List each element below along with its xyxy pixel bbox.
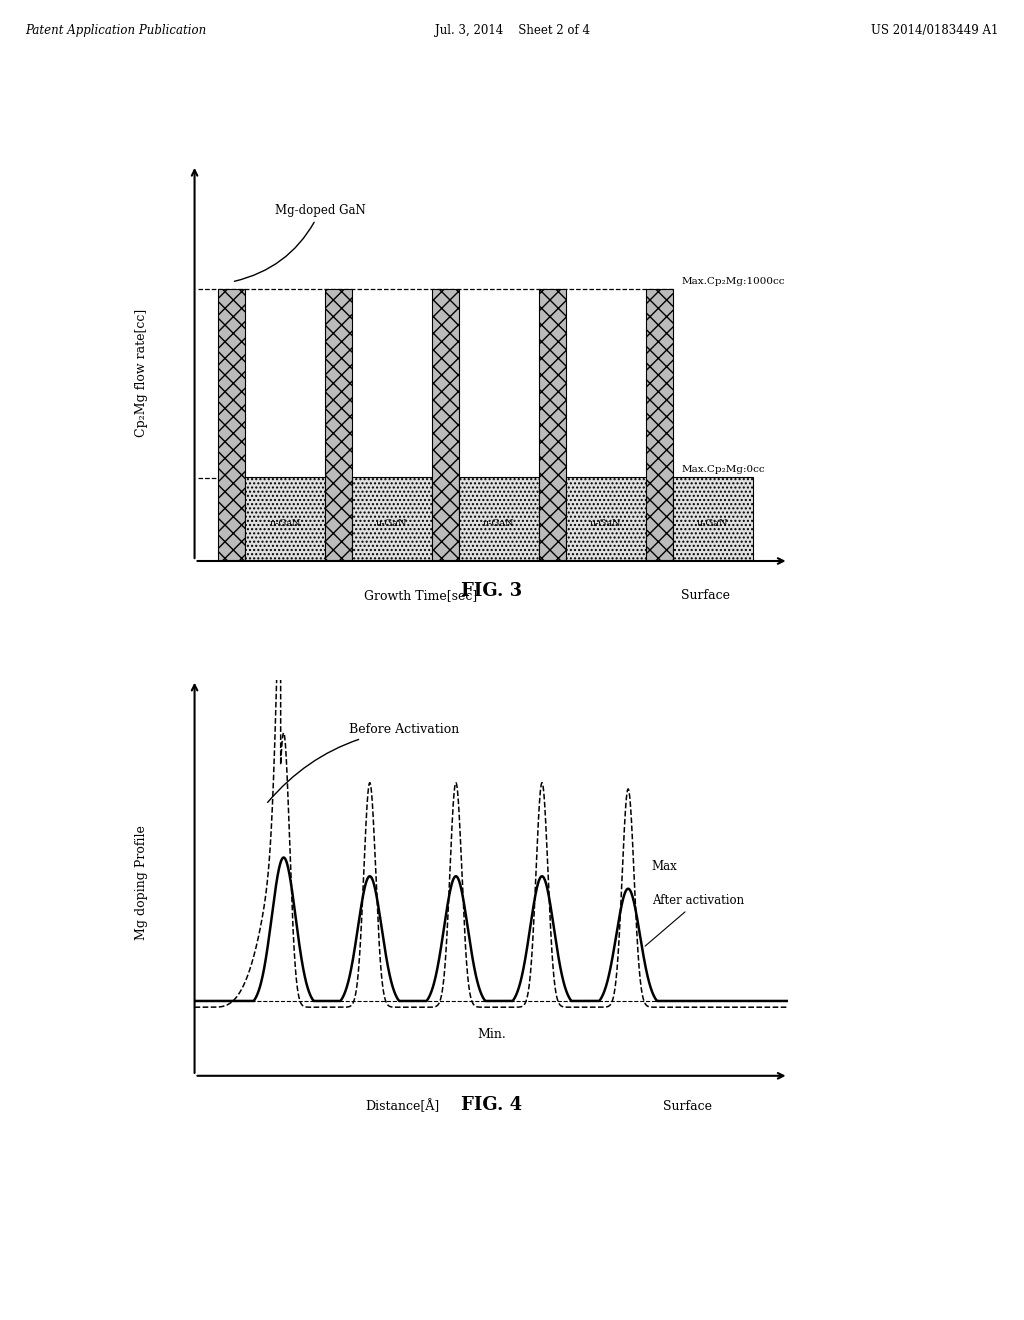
Bar (218, 289, 245, 560)
Text: u-GaN: u-GaN (590, 519, 622, 528)
Text: FIG. 3: FIG. 3 (461, 582, 522, 599)
Text: Distance[Å]: Distance[Å] (366, 1100, 439, 1113)
Bar (646, 289, 673, 560)
Text: u-GaN: u-GaN (697, 519, 728, 528)
Bar (326, 289, 352, 560)
Text: Min.: Min. (477, 1028, 506, 1041)
Text: After activation: After activation (645, 895, 744, 946)
Bar (432, 289, 459, 560)
Text: US 2014/0183449 A1: US 2014/0183449 A1 (871, 24, 998, 37)
Bar (459, 478, 539, 560)
Text: Max.Cp₂Mg:1000cc: Max.Cp₂Mg:1000cc (682, 277, 785, 285)
Text: Surface: Surface (663, 1100, 712, 1113)
Text: Surface: Surface (681, 589, 730, 602)
Bar (245, 478, 326, 560)
Text: Growth Time[sec]: Growth Time[sec] (364, 589, 477, 602)
Bar (539, 289, 566, 560)
Text: Max: Max (652, 861, 678, 873)
Text: u-GaN: u-GaN (483, 519, 515, 528)
Bar (566, 478, 646, 560)
Text: Mg-doped GaN: Mg-doped GaN (234, 205, 366, 281)
Text: Before Activation: Before Activation (267, 723, 459, 803)
Bar (673, 478, 753, 560)
Text: FIG. 4: FIG. 4 (461, 1097, 522, 1114)
Text: u-GaN: u-GaN (376, 519, 408, 528)
Bar (352, 478, 432, 560)
Text: u-GaN: u-GaN (269, 519, 301, 528)
Text: Max.Cp₂Mg:0cc: Max.Cp₂Mg:0cc (682, 465, 765, 474)
Text: Mg doping Profile: Mg doping Profile (134, 825, 147, 940)
Text: Cp₂Mg flow rate[cc]: Cp₂Mg flow rate[cc] (134, 309, 147, 437)
Text: Jul. 3, 2014    Sheet 2 of 4: Jul. 3, 2014 Sheet 2 of 4 (434, 24, 590, 37)
Text: Patent Application Publication: Patent Application Publication (26, 24, 207, 37)
